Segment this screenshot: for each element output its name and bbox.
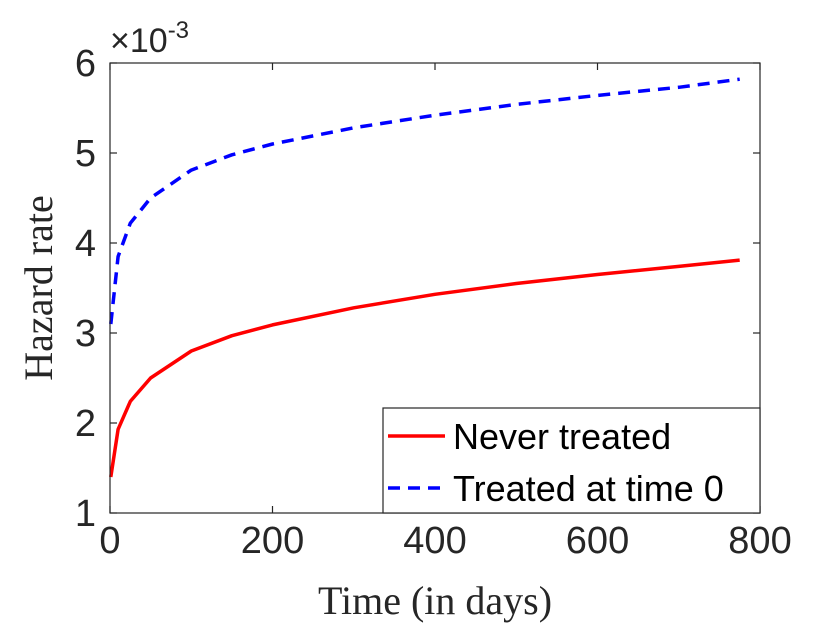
x-tick-label: 600 [566,520,629,562]
y-tick-label: 1 [75,493,96,535]
x-axis-title: Time (in days) [318,578,552,623]
y-multiplier: ×10-3 [110,17,189,60]
x-tick-label: 400 [403,520,466,562]
y-tick-label: 4 [75,223,96,265]
series-line-treated-at-time-0 [109,77,740,325]
legend-box [382,407,761,514]
y-tick-label: 3 [75,313,96,355]
legend: Never treated Treated at time 0 [382,407,761,514]
legend-label-treated-at-time-0: Treated at time 0 [453,468,724,509]
x-tick-label: 800 [728,520,791,562]
x-tick-label: 200 [241,520,304,562]
series-layer [109,77,740,478]
y-axis-title: Hazard rate [16,195,61,380]
series-line-never-treated [109,258,740,478]
x-tick-label: 0 [99,520,120,562]
tick-layer: 0 200 400 600 800 1 2 3 4 5 6 [75,43,792,562]
legend-label-never-treated: Never treated [453,416,671,457]
y-multiplier-base: ×10 [110,22,168,60]
y-multiplier-exponent: -3 [168,17,189,44]
y-tick-label: 6 [75,43,96,85]
y-tick-label: 5 [75,133,96,175]
y-tick-label: 2 [75,403,96,445]
